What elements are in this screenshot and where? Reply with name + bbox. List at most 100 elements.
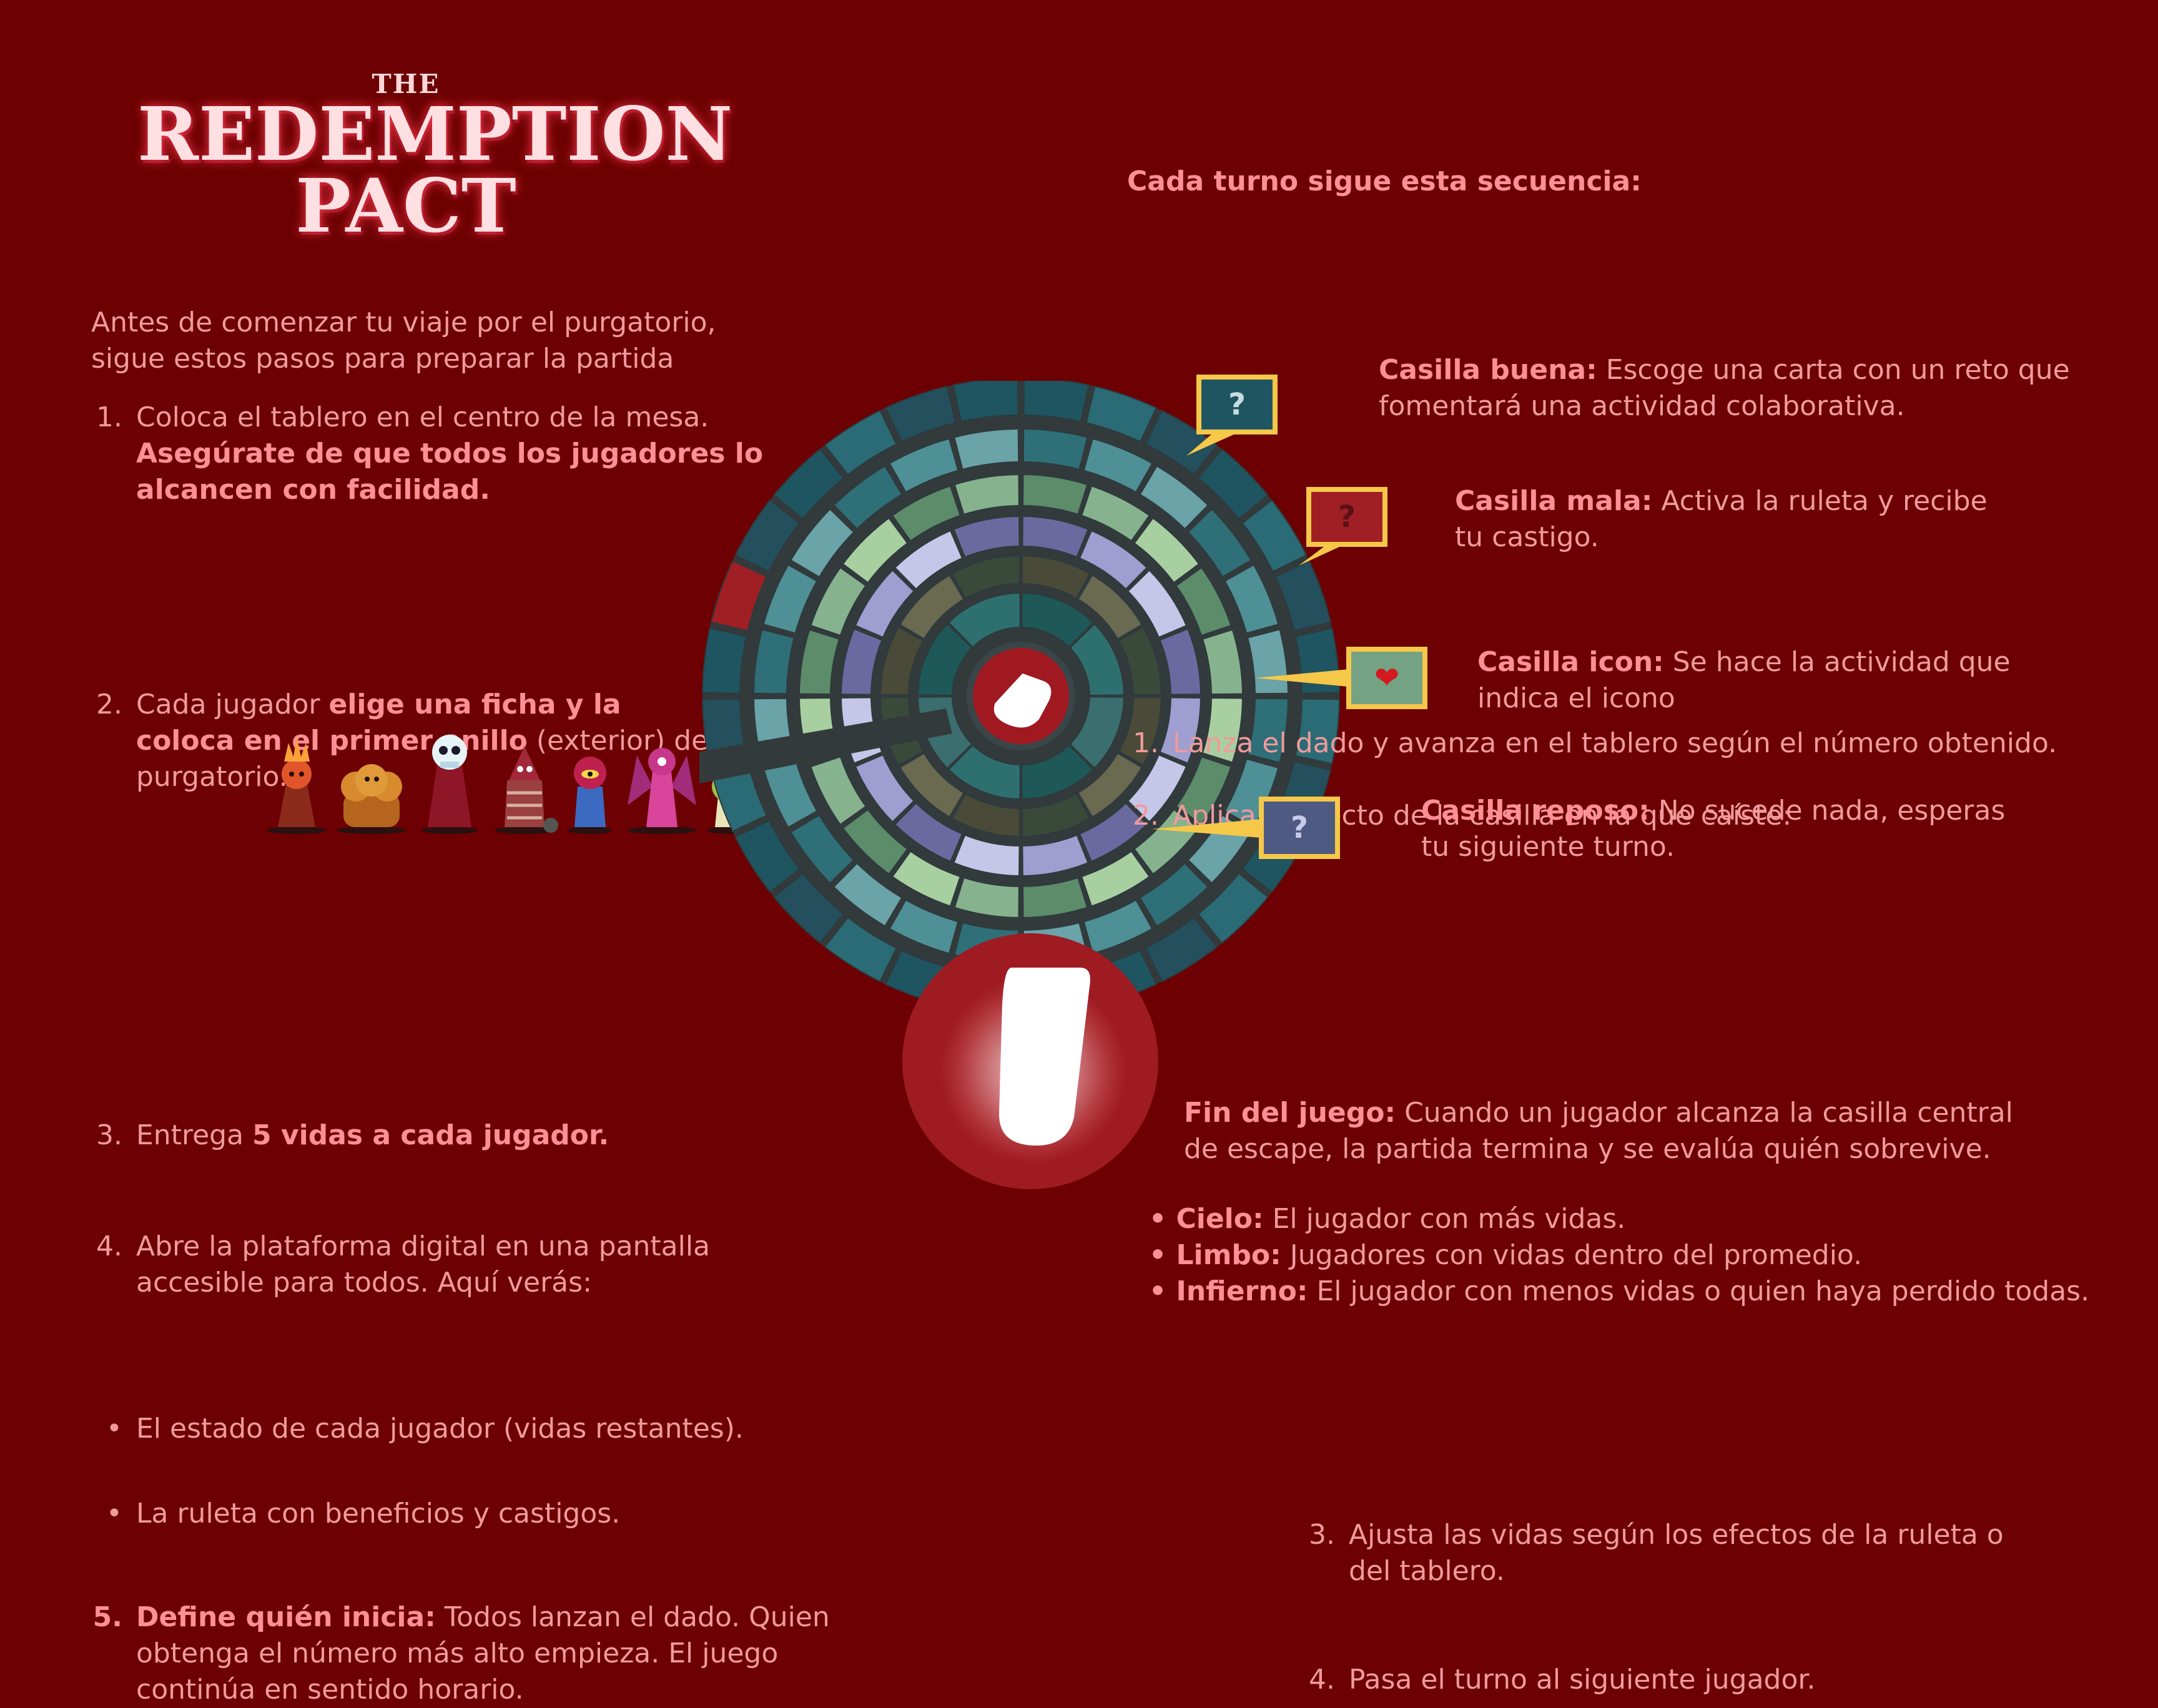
- board-tile: [1021, 793, 1091, 837]
- tile-text: Escoge una carta con un reto que: [1597, 354, 2070, 386]
- board-tile: [842, 808, 909, 875]
- outcomes-list: • Cielo: El jugador con más vidas. • Lim…: [1149, 1201, 2089, 1310]
- board-tile: [1022, 876, 1088, 918]
- board-tile: [894, 802, 963, 863]
- board-tile: [899, 574, 965, 640]
- outcome-limbo: • Limbo: Jugadores con vidas dentro del …: [1149, 1239, 1863, 1271]
- outcome-title: Cielo:: [1176, 1203, 1264, 1235]
- outcome-text: El jugador con menos vidas o quien haya …: [1308, 1275, 2090, 1307]
- board-tile: [1274, 559, 1332, 632]
- board-tile: [1201, 697, 1243, 763]
- tile-title: Casilla buena:: [1379, 354, 1597, 386]
- board-tile: [948, 592, 1021, 648]
- board-tile: [880, 626, 924, 696]
- tile-title: Casilla icon:: [1477, 646, 1664, 678]
- step-text: Ajusta las vidas según los efectos de la…: [1349, 1519, 2004, 1551]
- board-tile: [952, 381, 1019, 423]
- token-fire-character[interactable]: [267, 737, 327, 834]
- tile-rest-sample: ?: [1259, 797, 1340, 859]
- end-text: Cuando un jugador alcanza la casilla cen…: [1396, 1097, 2013, 1129]
- tile-text: fomentará una actividad colaborativa.: [1379, 390, 1905, 422]
- board-tile: [854, 753, 915, 823]
- question-icon: ?: [1291, 810, 1308, 845]
- board-tile: [734, 499, 801, 573]
- board-tile: [1197, 448, 1269, 520]
- board-tile: [1144, 410, 1218, 476]
- outcome-heaven: • Cielo: El jugador con más vidas.: [1149, 1203, 1626, 1235]
- platform-bullet-1: • El estado de cada jugador (vidas restan…: [87, 1411, 2158, 1447]
- board-spiral-entry: [699, 709, 952, 783]
- board-tile: [1022, 834, 1089, 876]
- board-tile: [953, 876, 1020, 918]
- board-tile: [1083, 899, 1153, 955]
- step-bold: Asegúrate de que todos los jugadores lo: [136, 438, 764, 469]
- token-hooded-character[interactable]: [568, 757, 612, 834]
- token-knight-character[interactable]: [495, 746, 558, 834]
- outcome-title: Limbo:: [1176, 1239, 1281, 1271]
- board-tile: [1118, 696, 1162, 766]
- board-tile: [799, 629, 840, 695]
- tile-bad-sample: ?: [1306, 487, 1387, 547]
- board-tile: [917, 623, 973, 696]
- board-tile: [1126, 753, 1188, 823]
- step-text: Todos lanzan el dado. Quien: [435, 1601, 830, 1633]
- game-board: [699, 381, 1340, 1015]
- board-tile: [899, 752, 965, 818]
- board-tile: [1224, 564, 1279, 634]
- outcome-title: Infierno:: [1176, 1275, 1308, 1307]
- intro-text: Antes de comenzar tu viaje por el purgat…: [91, 305, 716, 377]
- step-number: 4.: [1309, 1664, 1335, 1696]
- board-tile: [1021, 555, 1091, 599]
- tile-bad-description: Casilla mala: Activa la ruleta y recibe …: [1455, 483, 1988, 556]
- board-tile: [832, 465, 903, 530]
- tile-text: tu castigo.: [1455, 521, 1599, 553]
- board-tile: [1021, 592, 1094, 648]
- logo-title-line1: REDEMPTION: [137, 91, 733, 177]
- board-tile: [1159, 697, 1201, 764]
- step-text: Entrega: [136, 1119, 253, 1151]
- logo-the: THE: [372, 69, 440, 99]
- board-tile: [1080, 850, 1151, 907]
- board-tile: [889, 899, 959, 955]
- bullet-text: El estado de cada jugador (vidas restant…: [136, 1413, 744, 1445]
- sequence-title: Cada turno sigue esta secuencia:: [1127, 165, 1642, 197]
- board-center-icon: [993, 673, 1052, 728]
- board-tile: [1133, 808, 1200, 875]
- step-text: Coloca el tablero en el centro de la mes…: [136, 401, 709, 433]
- heart-icon: ❤: [1374, 660, 1400, 695]
- step-number: 2.: [1133, 800, 1159, 832]
- board-tile: [1023, 381, 1090, 423]
- tile-title: Casilla reposo:: [1421, 795, 1650, 827]
- board-tile: [702, 627, 747, 694]
- board-tile: [810, 566, 867, 637]
- step-text: (exterior) del: [527, 725, 716, 757]
- tile-good-description: Casilla buena: Escoge una carta con un r…: [1379, 352, 2070, 425]
- step-bold: 5 vidas a cada jugador.: [252, 1119, 609, 1151]
- board-tile: [1139, 465, 1210, 530]
- step-text: continúa en sentido horario.: [136, 1674, 524, 1706]
- board-tile: [1201, 629, 1243, 695]
- board-tile: [1197, 872, 1269, 944]
- bullet-text: La ruleta con beneficios y castigos.: [136, 1498, 621, 1529]
- board-tile: [1022, 428, 1088, 471]
- board-tile: [889, 438, 959, 493]
- sequence-step-1: 1. Lanza el dado y avanza en el tablero s…: [1124, 725, 2158, 762]
- board-tile: [824, 916, 898, 983]
- board-tile: [953, 428, 1020, 471]
- step-number: 1.: [96, 401, 122, 433]
- sequence-step-3: 3. Ajusta las vidas según los efectos de …: [1300, 1517, 2158, 1589]
- board-tile: [1077, 574, 1143, 640]
- bullet-dot: •: [106, 1498, 122, 1529]
- token-winged-character[interactable]: [628, 748, 696, 834]
- step-text: obtenga el número más alto empieza. El j…: [136, 1637, 779, 1669]
- board-tile: [773, 872, 845, 944]
- board-tile: [1133, 517, 1200, 584]
- step-text: accesible para todos. Aquí verás:: [136, 1267, 592, 1298]
- die-icon: [999, 968, 1090, 1146]
- token-skeleton-character[interactable]: [421, 735, 478, 834]
- die-token[interactable]: [899, 930, 1161, 1192]
- board-tile: [894, 529, 963, 591]
- token-dog-character[interactable]: [337, 764, 406, 834]
- board-tile: [1069, 696, 1125, 769]
- board-tile: [953, 834, 1020, 876]
